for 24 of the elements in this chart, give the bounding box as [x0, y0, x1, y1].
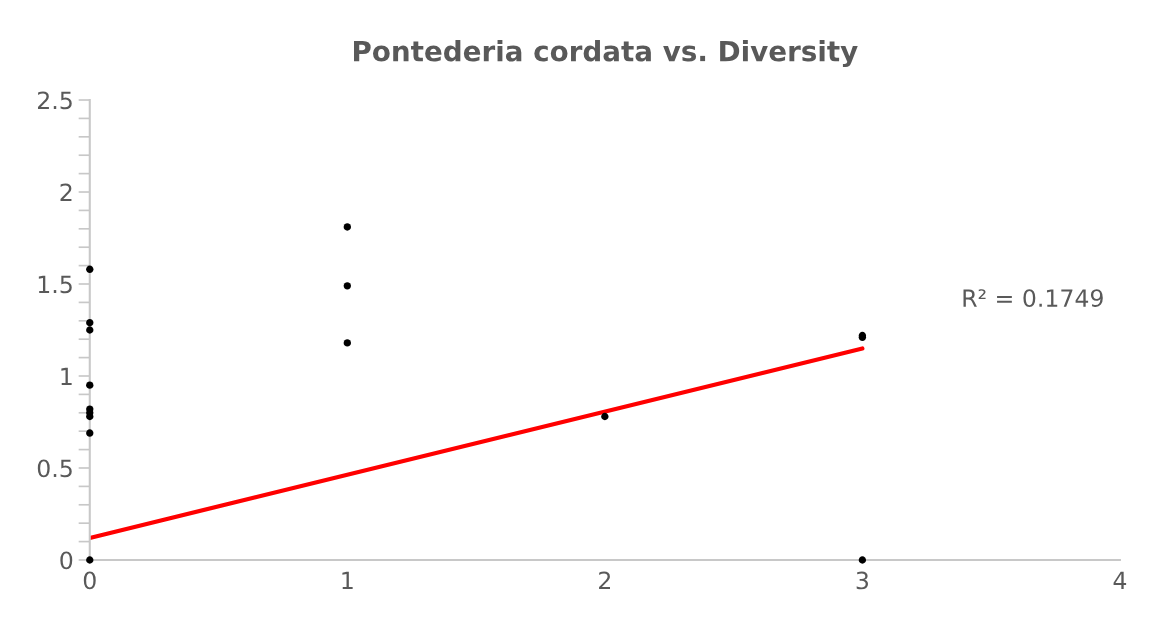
point — [86, 318, 94, 327]
annotation: R² = 0.1749 — [963, 289, 1103, 308]
chart-title: Pontederia cordata vs. Diversity — [354, 40, 858, 68]
y-tick-label: 1 — [61, 367, 72, 385]
point — [86, 556, 94, 564]
x-tick-label: 2 — [599, 571, 610, 590]
point — [86, 326, 94, 334]
point — [858, 556, 867, 564]
y-tick-label: 2 — [60, 183, 72, 201]
y-tick-label: 2.5 — [37, 91, 72, 110]
point — [343, 282, 351, 290]
point — [343, 223, 351, 231]
x-tick-label: 4 — [1113, 571, 1127, 590]
point — [86, 381, 94, 389]
point — [601, 412, 609, 421]
point — [343, 339, 351, 347]
x-tick-label: 3 — [856, 571, 869, 590]
point — [86, 429, 94, 437]
y-tick-label: 0.5 — [37, 459, 72, 478]
y-tick-label: 1.5 — [38, 275, 72, 294]
x-tick-label: 1 — [342, 571, 353, 590]
x-tick-label: 0 — [83, 571, 96, 590]
y-tick-label: 0 — [60, 551, 73, 570]
point — [86, 265, 94, 273]
